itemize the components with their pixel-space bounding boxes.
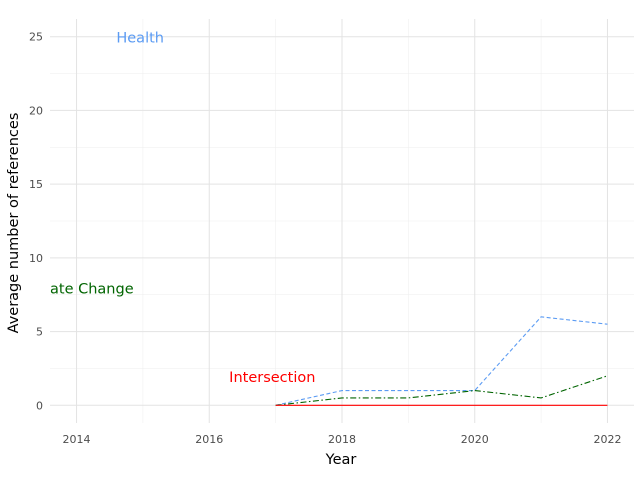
y-tick-label: 20: [29, 104, 43, 117]
y-tick-label: 25: [29, 31, 43, 44]
y-axis-tick-labels: 0 5 10 15 20 25: [29, 31, 43, 413]
x-tick-label: 2016: [195, 433, 223, 446]
x-axis-title: Year: [325, 452, 357, 468]
x-tick-label: 2022: [593, 433, 621, 446]
series-lines: [275, 316, 608, 406]
y-axis-title: Average number of references: [6, 113, 22, 334]
y-tick-label: 5: [36, 326, 43, 339]
annotation-health: Health: [116, 31, 164, 47]
annotation-intersection: Intersection: [229, 370, 315, 386]
y-tick-label: 10: [29, 252, 43, 265]
x-tick-label: 2020: [461, 433, 489, 446]
x-axis-tick-labels: 2014 2016 2018 2020 2022: [63, 433, 622, 446]
x-tick-label: 2018: [328, 433, 356, 446]
y-tick-label: 0: [36, 399, 43, 412]
major-gridlines: [50, 19, 634, 423]
y-tick-label: 15: [29, 178, 43, 191]
series-annotations: Health ate Change Intersection: [50, 31, 315, 386]
x-tick-label: 2014: [63, 433, 91, 446]
annotation-ate-change: ate Change: [50, 281, 134, 297]
series-line-climate-change: [275, 375, 608, 406]
